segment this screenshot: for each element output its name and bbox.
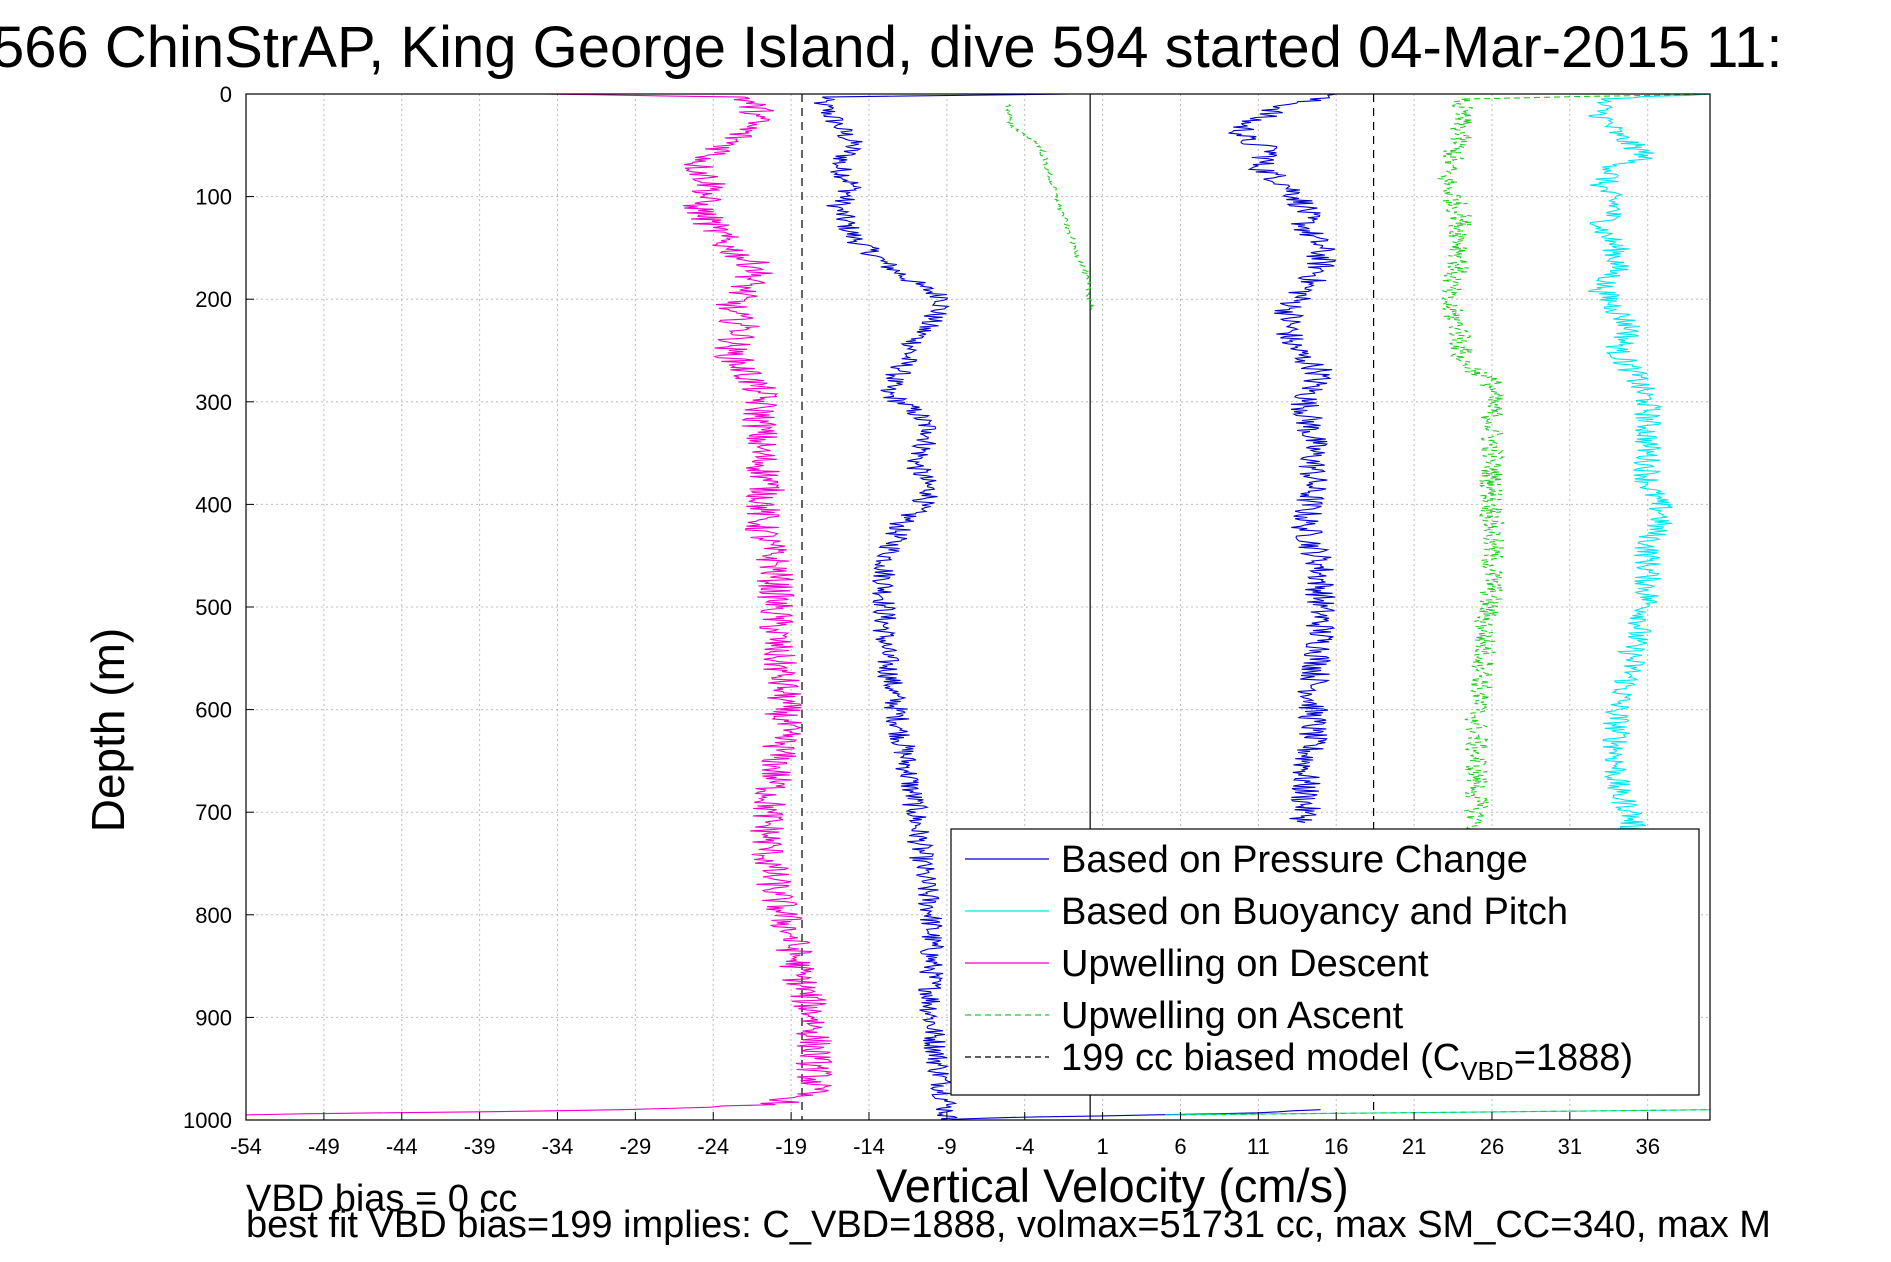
y-tick-label: 500 [195,595,232,620]
x-tick-label: 6 [1174,1134,1186,1159]
legend-label-text: Based on Buoyancy and Pitch [1061,891,1568,933]
series-line [814,93,1321,1121]
x-tick-label: -44 [386,1134,418,1159]
x-tick-label: 1 [1096,1134,1108,1159]
x-tick-label: 31 [1558,1134,1582,1159]
legend: Based on Pressure Change Based on Buoyanc… [950,828,1700,1096]
series-line [1004,103,1096,310]
series-line [1180,1109,1711,1116]
x-tick-label: -49 [308,1134,340,1159]
legend-label-text: Upwelling on Descent [1061,943,1429,985]
x-tick-label: 36 [1635,1134,1659,1159]
vbd-bias-note: VBD bias = 0 cc [246,1178,518,1220]
y-tick-label: 400 [195,492,232,517]
legend-label: Based on Pressure Change [1061,839,1528,881]
y-tick-label: 900 [195,1005,232,1030]
best-fit-note: best fit VBD bias=199 implies: C_VBD=188… [246,1204,1771,1246]
x-tick-label: -4 [1015,1134,1035,1159]
x-tick-label: 26 [1480,1134,1504,1159]
x-tick-label: -39 [464,1134,496,1159]
series-line [1228,93,1337,824]
y-tick-label: 100 [195,185,232,210]
x-axis-label: Vertical Velocity (cm/s) [876,1159,1349,1212]
x-tick-label: -14 [853,1134,885,1159]
legend-label: Upwelling on Ascent [1061,995,1404,1037]
x-tick-label: 21 [1402,1134,1426,1159]
x-tick-label: -54 [230,1134,262,1159]
x-tick-label: -9 [937,1134,957,1159]
chart-title: 566 ChinStrAP, King George Island, dive … [0,15,1783,80]
legend-label-text: Upwelling on Ascent [1061,995,1404,1037]
legend-label: 199 cc biased model (CVBD=1888) [1061,1037,1633,1086]
x-tick-label: -29 [619,1134,651,1159]
legend-label-suffix: =1888) [1514,1037,1633,1079]
series-line [245,93,834,1116]
y-tick-label: 200 [195,287,232,312]
legend-label-text: 199 cc biased model (C [1061,1037,1460,1079]
y-tick-label: 700 [195,800,232,825]
x-tick-label: -34 [542,1134,574,1159]
y-tick-label: 0 [220,82,232,107]
legend-label-subscript: VBD [1460,1056,1513,1086]
x-tick-label: -19 [775,1134,807,1159]
x-tick-label: 16 [1324,1134,1348,1159]
series-line [1587,93,1711,834]
x-ticks: -54 -49 -44 -39 -34 -29 -24 -19 -14 -9 -4 1 6 11 16 21 2… [230,1112,1660,1159]
legend-label: Based on Buoyancy and Pitch [1061,891,1568,933]
y-axis-label: Depth (m) [82,627,134,833]
y-tick-label: 300 [195,390,232,415]
y-ticks: 0 100 200 300 400 500 600 700 800 900 1000 [183,82,254,1133]
legend-box [950,828,1700,1096]
legend-label: Upwelling on Descent [1061,943,1429,985]
y-tick-label: 1000 [183,1108,232,1133]
y-tick-label: 600 [195,698,232,723]
legend-label-text: Based on Pressure Change [1061,839,1528,881]
series-group [245,93,1711,1121]
y-tick-label: 800 [195,903,232,928]
x-tick-label: -24 [697,1134,729,1159]
x-tick-label: 11 [1247,1134,1270,1159]
